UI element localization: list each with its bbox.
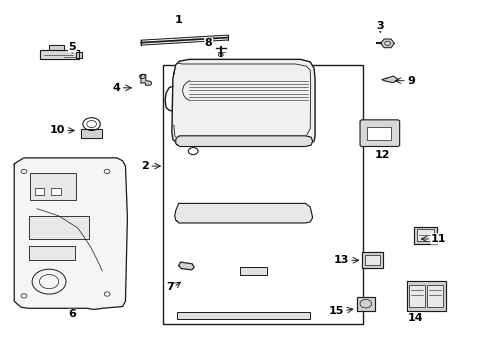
Text: 11: 11 (430, 234, 446, 244)
Text: 3: 3 (376, 21, 383, 31)
Polygon shape (381, 76, 397, 82)
Text: 1: 1 (174, 15, 182, 25)
Polygon shape (40, 50, 79, 59)
Text: 9: 9 (406, 76, 414, 86)
Bar (240, 267, 266, 275)
Polygon shape (362, 252, 382, 268)
Polygon shape (406, 281, 445, 311)
Bar (51, 188, 61, 195)
Polygon shape (362, 122, 396, 145)
Text: 12: 12 (374, 150, 390, 160)
Text: 6: 6 (68, 310, 76, 320)
Polygon shape (413, 226, 437, 244)
Text: 5: 5 (68, 42, 76, 52)
Text: 4: 4 (112, 83, 121, 93)
Text: 15: 15 (328, 306, 343, 316)
Polygon shape (171, 59, 315, 145)
Bar (29, 216, 89, 239)
Bar (30, 173, 76, 200)
Bar (366, 127, 391, 140)
Polygon shape (178, 262, 194, 270)
Polygon shape (175, 136, 312, 146)
Bar (426, 285, 442, 307)
Polygon shape (49, 45, 63, 50)
Bar (29, 246, 75, 260)
Text: 7: 7 (166, 282, 173, 292)
Bar (162, 65, 363, 324)
Text: 8: 8 (204, 38, 212, 48)
Text: 14: 14 (407, 313, 423, 323)
Bar (364, 255, 379, 265)
Polygon shape (174, 203, 312, 223)
Polygon shape (356, 297, 374, 311)
FancyBboxPatch shape (359, 120, 399, 146)
Polygon shape (76, 51, 82, 58)
Bar (34, 188, 44, 195)
Bar (177, 312, 310, 319)
Bar (416, 229, 433, 241)
Polygon shape (14, 158, 127, 310)
Bar (408, 285, 424, 307)
Text: 2: 2 (141, 161, 149, 171)
Polygon shape (81, 129, 102, 137)
Polygon shape (141, 74, 151, 85)
Text: 13: 13 (333, 255, 348, 265)
Text: 10: 10 (49, 126, 65, 136)
Polygon shape (380, 39, 393, 48)
